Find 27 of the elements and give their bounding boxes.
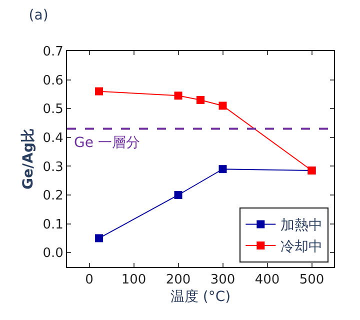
y-tick-label: 0.6 [42, 73, 64, 88]
point [95, 234, 104, 242]
y-tick-label: 0.4 [42, 130, 64, 146]
x-tick-label: 300 [210, 272, 236, 288]
ref-line-label: Ge 一層分 [74, 135, 140, 151]
y-tick-label: 0.0 [42, 246, 64, 262]
point [174, 92, 182, 100]
point [95, 87, 104, 96]
y-tick-label: 0.2 [42, 188, 64, 204]
legend-label: 加熱中 [280, 218, 323, 234]
y-tick-label: 0.5 [42, 102, 64, 118]
y-tick-label: 0.1 [42, 217, 64, 232]
point [174, 191, 182, 199]
point [196, 96, 204, 104]
chart-title: (a) [28, 7, 48, 24]
point [218, 165, 227, 174]
y-tick-label: 0.7 [42, 44, 64, 60]
point [218, 102, 227, 110]
x-tick-label: 100 [121, 272, 146, 288]
x-tick-label: 400 [254, 272, 280, 288]
legend-label: 冷却中 [280, 238, 323, 255]
y-axis-title: Ge/Ag比 [20, 128, 36, 190]
y-tick-label: 0.3 [42, 160, 64, 175]
x-tick-label: 0 [85, 272, 94, 288]
x-tick-label: 500 [299, 272, 324, 288]
x-axis-title: 温度 (°C) [170, 288, 231, 305]
x-tick-label: 200 [166, 272, 191, 288]
